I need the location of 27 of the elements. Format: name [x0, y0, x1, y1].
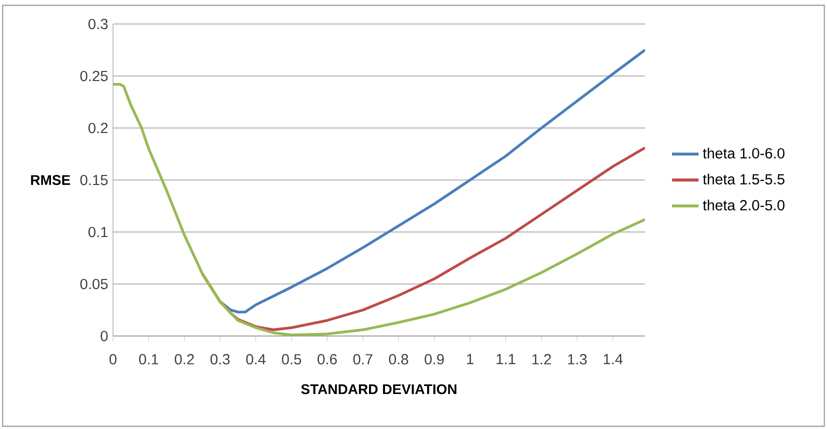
x-axis-title: STANDARD DEVIATION: [301, 384, 456, 394]
y-tick-label: 0.3: [88, 18, 108, 30]
y-tick-label: 0: [100, 330, 108, 342]
legend-label: theta 1.0-6.0: [702, 148, 784, 158]
x-tick-label: 0.9: [424, 354, 444, 364]
x-tick-label: 0: [109, 354, 116, 364]
x-tick-label: 1.2: [532, 354, 551, 364]
x-tick-label: 1.4: [604, 354, 623, 364]
x-tick-label: 1: [467, 354, 474, 364]
y-tick-label: 0.05: [80, 278, 108, 290]
x-tick-label: 1.1: [496, 354, 516, 364]
y-tick-label: 0.15: [80, 174, 108, 186]
x-tick-label: 0.8: [389, 354, 408, 364]
y-axis-title: RMSE: [31, 175, 70, 185]
x-tick-label: 0.3: [210, 354, 230, 364]
x-tick-label: 0.7: [353, 354, 372, 364]
x-tick-label: 1.3: [568, 354, 587, 364]
legend-label: theta 2.0-5.0: [702, 200, 784, 210]
legend-label: theta 1.5-5.5: [702, 174, 784, 184]
x-tick-label: 0.1: [139, 354, 158, 364]
y-tick-label: 0.25: [80, 70, 108, 82]
x-tick-label: 0.2: [174, 354, 194, 364]
x-tick-label: 0.5: [282, 354, 302, 364]
y-tick-label: 0.1: [88, 226, 108, 238]
y-tick-label: 0.2: [88, 122, 108, 134]
x-tick-label: 0.4: [246, 354, 266, 364]
x-tick-label: 0.6: [318, 354, 337, 364]
